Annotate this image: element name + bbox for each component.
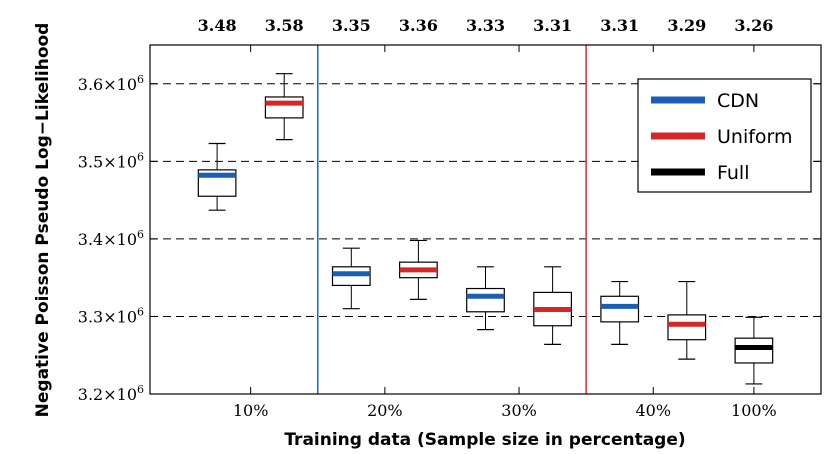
separator-lines — [316, 45, 587, 394]
x-tick-label: 20% — [367, 401, 403, 420]
y-tick-label: 3.3×106 — [78, 305, 144, 326]
legend-label: Uniform — [717, 126, 793, 148]
box-cdn — [600, 280, 640, 345]
box-uniform — [399, 239, 438, 300]
box-uniform — [264, 73, 304, 141]
y-tick-label: 3.6×106 — [78, 73, 144, 94]
y-tick-label: 3.4×106 — [78, 228, 144, 249]
box-uniform — [533, 266, 572, 345]
y-tick-label: 3.2×106 — [78, 383, 144, 404]
legend-label: Full — [717, 162, 750, 184]
legend-label: CDN — [717, 90, 759, 112]
top-value-label: 3.35 — [332, 16, 371, 35]
box-full — [734, 316, 774, 385]
top-value-label: 3.48 — [198, 16, 237, 35]
x-tick-label: 100% — [731, 401, 777, 420]
axis-ticks: 3.2×106 3.3×106 3.4×106 3.5×106 3.6×106 10% 20… — [78, 45, 821, 420]
box-cdn — [331, 247, 371, 310]
top-value-label: 3.33 — [466, 16, 505, 35]
top-value-labels: 3.48 3.58 3.35 3.36 3.33 3.31 3.31 3.29 3.26 — [198, 16, 774, 35]
legend-entry: Uniform — [651, 126, 793, 148]
legend: CDN Uniform Full — [637, 78, 812, 193]
x-tick-label: 40% — [635, 401, 671, 420]
top-value-label: 3.31 — [600, 16, 639, 35]
x-tick-label: 10% — [233, 401, 269, 420]
box-body — [600, 295, 640, 323]
y-tick-label: 3.5×106 — [78, 150, 144, 171]
top-value-label: 3.31 — [533, 16, 572, 35]
top-value-label: 3.26 — [734, 16, 773, 35]
box-body — [264, 96, 304, 119]
box-uniform — [667, 280, 707, 360]
box-body — [734, 337, 774, 364]
box-cdn — [197, 142, 237, 211]
x-tick-label: 30% — [501, 401, 537, 420]
plot-frame — [149, 44, 822, 395]
x-axis-title: Training data (Sample size in percentage… — [284, 430, 685, 450]
box-series — [197, 73, 774, 385]
top-value-label: 3.36 — [399, 16, 438, 35]
box-body — [667, 314, 707, 341]
legend-entry: Full — [651, 162, 750, 184]
box-body — [466, 287, 505, 313]
legend-entry: CDN — [651, 90, 759, 112]
top-value-label: 3.29 — [667, 16, 706, 35]
top-value-label: 3.58 — [265, 16, 304, 35]
box-cdn — [466, 266, 505, 331]
y-axis-title: Negative Poisson Pseudo Log−Likelihood — [33, 23, 53, 418]
